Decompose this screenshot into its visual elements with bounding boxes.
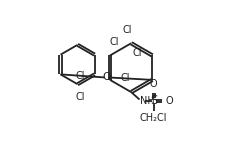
Text: NH: NH [140, 96, 155, 106]
Text: Cl: Cl [76, 92, 86, 102]
Text: O: O [165, 96, 173, 106]
Text: S: S [150, 94, 157, 107]
Text: CH₂Cl: CH₂Cl [140, 113, 167, 123]
Text: Cl: Cl [76, 71, 85, 81]
Text: Cl: Cl [133, 48, 142, 58]
Text: Cl: Cl [120, 73, 130, 83]
Text: Cl: Cl [109, 37, 119, 47]
Text: O: O [102, 72, 111, 82]
Text: Cl: Cl [122, 25, 132, 35]
Text: O: O [150, 79, 158, 89]
